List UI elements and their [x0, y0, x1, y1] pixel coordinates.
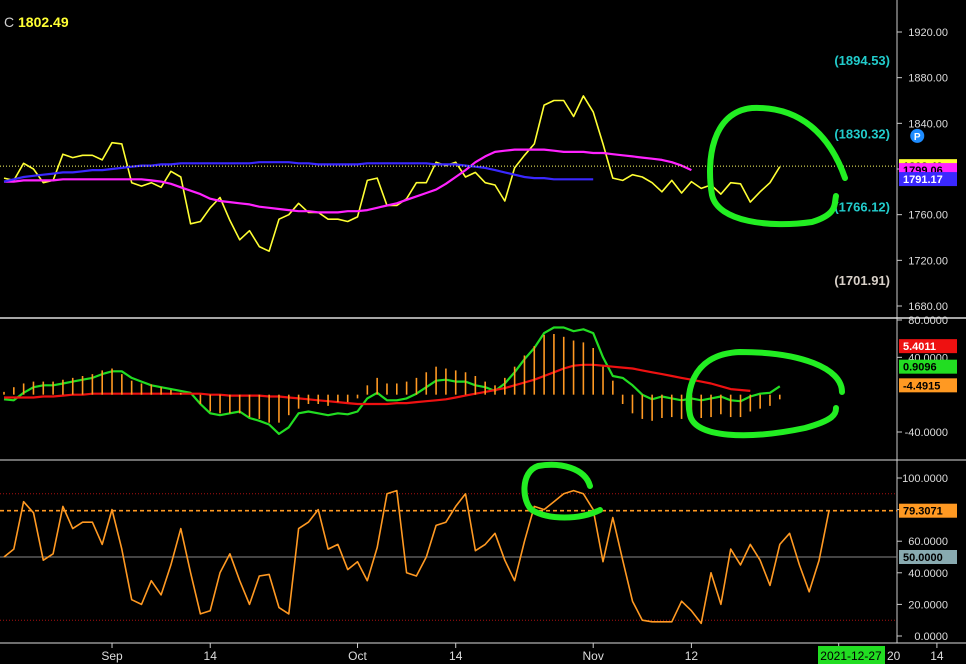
last-price: 1802.49	[18, 14, 69, 30]
y-tick-label: 1760.00	[908, 210, 948, 222]
y-tick-label: 1880.00	[908, 73, 948, 85]
x-tick-label: 14	[930, 649, 944, 663]
x-tick-label: Nov	[583, 649, 604, 663]
annotation-circle	[521, 461, 603, 521]
y-tick-label: 20.0000	[908, 599, 948, 611]
x-tick-label: Sep	[101, 649, 123, 663]
pivot-label: (1894.53)	[834, 53, 890, 68]
x-tick-label: Oct	[348, 649, 367, 663]
y-tick-label: 1840.00	[908, 118, 948, 130]
value-badge	[899, 359, 957, 374]
chart-header: C 1802.49	[4, 14, 69, 30]
value-badge-label: 5.4011	[903, 341, 936, 353]
value-badge-label: 0.9096	[903, 362, 937, 374]
y-tick-label: -40.0000	[905, 427, 948, 439]
y-tick-label: 80.0000	[908, 315, 948, 327]
y-tick-label: 40.0000	[908, 568, 948, 580]
value-badge	[899, 339, 957, 354]
symbol-prefix: C	[4, 14, 15, 30]
y-tick-label: 1680.00	[908, 301, 948, 313]
macd-line	[3, 326, 781, 435]
value-badge-label: -4.4915	[903, 380, 940, 392]
ma_fast-line	[4, 148, 692, 214]
annotation-circle	[685, 348, 845, 439]
price-line	[3, 95, 781, 252]
date-badge	[818, 646, 885, 664]
y-tick-label: 1720.00	[908, 255, 948, 267]
value-badge	[899, 378, 957, 393]
value-badge-label: 50.0000	[903, 552, 943, 564]
value-badge-label: 79.3071	[903, 506, 943, 518]
signal-line	[4, 363, 751, 406]
value-badge	[899, 550, 957, 564]
pivot-marker	[910, 128, 925, 143]
y-tick-label: 60.0000	[908, 536, 948, 548]
pivot-label: (1830.32)	[834, 126, 890, 141]
ma_slow-line	[3, 161, 594, 183]
y-tick-label: 100.0000	[902, 473, 948, 485]
y-tick-label: 0.0000	[914, 631, 948, 643]
pivot-marker-label: P	[914, 132, 921, 143]
pivot-label: (1766.12)	[834, 200, 890, 215]
x-tick-label: 14	[204, 649, 218, 663]
value-badge-label: 1791.17	[903, 174, 943, 186]
date-badge-suffix: 20	[887, 649, 901, 663]
stoch-line	[3, 489, 830, 625]
x-tick-label: 12	[685, 649, 699, 663]
value-badge	[899, 172, 957, 187]
value-badge	[899, 503, 957, 518]
y-tick-label: 1920.00	[908, 27, 948, 39]
pivot-label: (1701.91)	[834, 273, 890, 288]
date-badge-label: 2021-12-27	[820, 649, 882, 663]
x-tick-label: 14	[449, 649, 463, 663]
annotation-circle	[707, 104, 848, 228]
